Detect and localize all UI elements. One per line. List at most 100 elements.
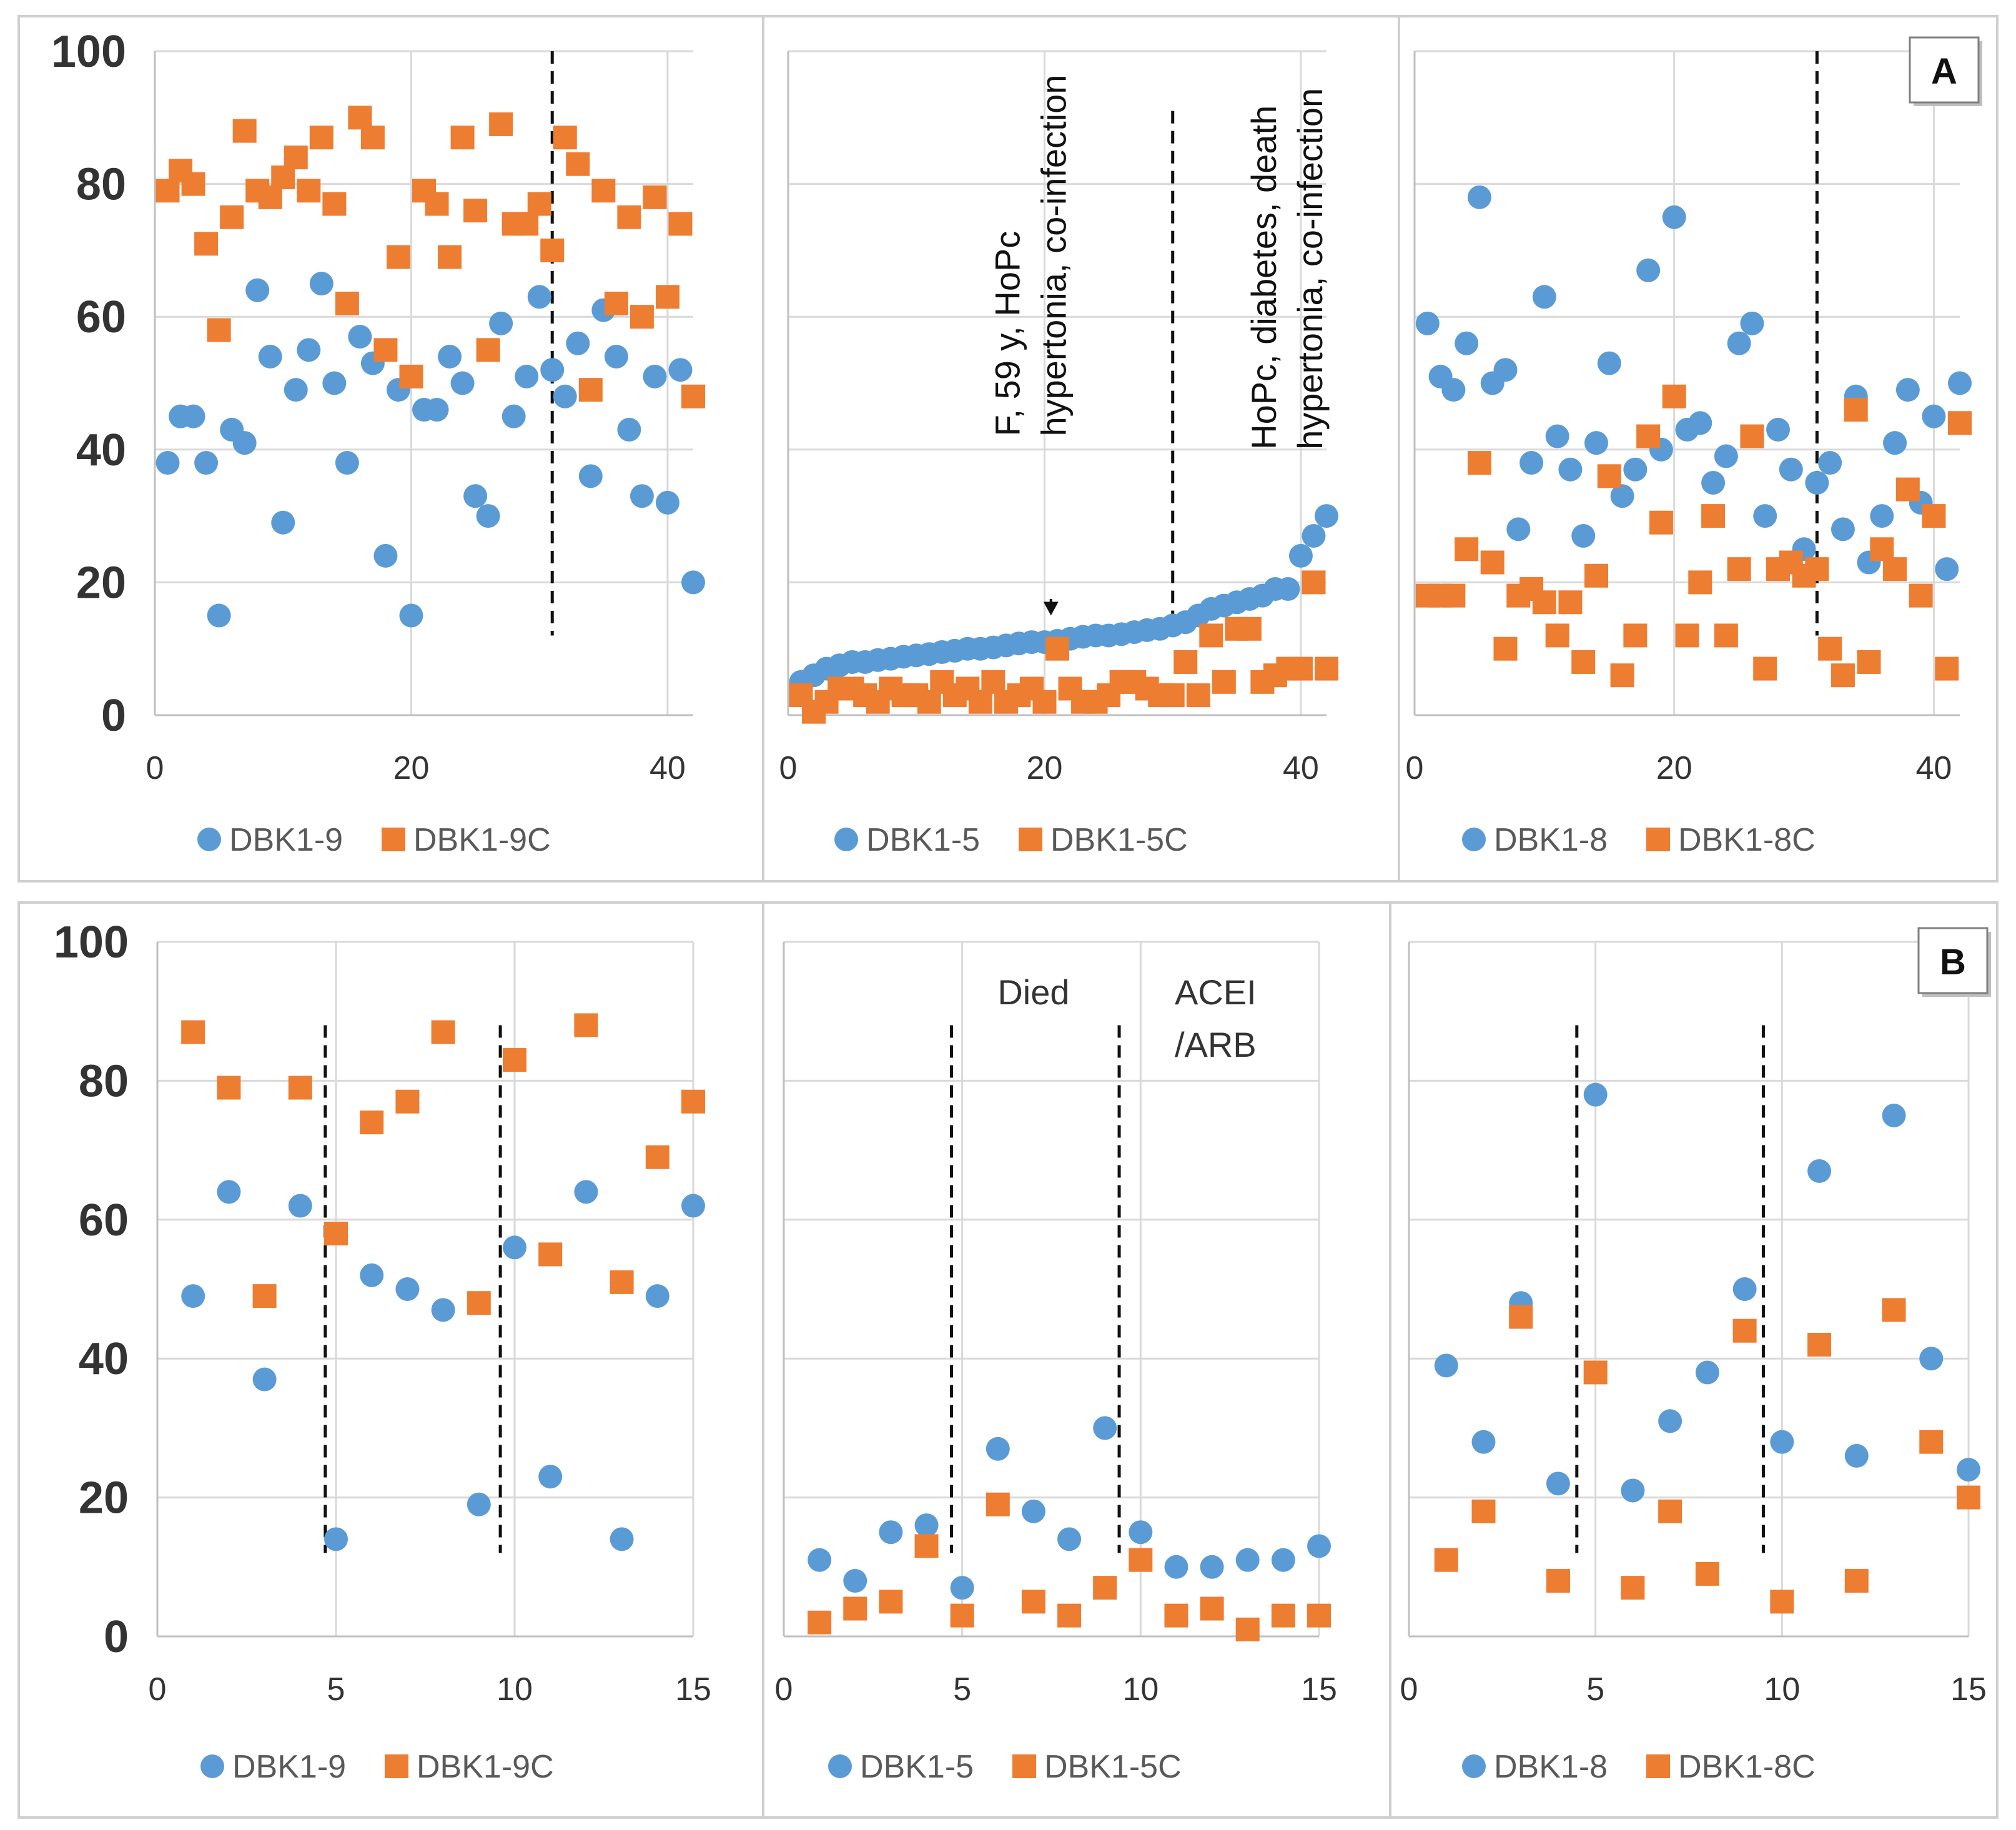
data-point-dbk1-8 bbox=[1870, 504, 1894, 528]
data-point-dbk1-8 bbox=[1688, 411, 1712, 435]
legend-marker-circle bbox=[1462, 828, 1486, 851]
data-point-dbk1-5c bbox=[1057, 1603, 1082, 1628]
chart-panel-b2: 0 5 10 15 Died ACEI/ARB DBK1-5 DBK1-5C bbox=[775, 941, 1337, 1785]
data-point-dbk1-8 bbox=[1957, 1458, 1980, 1482]
data-point-dbk1-8c bbox=[1805, 557, 1829, 581]
data-point-dbk1-8 bbox=[1658, 1409, 1682, 1433]
data-point-dbk1-8c bbox=[1695, 1561, 1719, 1586]
data-point-dbk1-9 bbox=[373, 543, 398, 568]
data-point-dbk1-9 bbox=[538, 1465, 563, 1489]
data-point-dbk1-9 bbox=[194, 451, 219, 475]
data-point-dbk1-9 bbox=[324, 1527, 348, 1551]
data-point-dbk1-5c bbox=[1237, 616, 1262, 641]
x-tick-label: 5 bbox=[327, 1671, 345, 1708]
data-point-dbk1-8 bbox=[1519, 451, 1544, 475]
data-point-dbk1-9c bbox=[373, 338, 398, 362]
data-point-dbk1-8c bbox=[1493, 636, 1518, 661]
y-tick-label: 0 bbox=[104, 1612, 129, 1662]
data-point-dbk1-8c bbox=[1807, 1332, 1832, 1357]
data-point-dbk1-9 bbox=[156, 451, 180, 475]
y-tick-label: 0 bbox=[101, 691, 126, 741]
data-point-dbk1-9c bbox=[431, 1020, 455, 1044]
data-point-dbk1-9c bbox=[395, 1089, 420, 1114]
data-point-dbk1-5c bbox=[1271, 1603, 1295, 1628]
data-point-dbk1-8 bbox=[1922, 404, 1946, 428]
data-point-dbk1-9 bbox=[574, 1180, 598, 1204]
data-point-dbk1-8c bbox=[1919, 1430, 1944, 1454]
data-point-dbk1-9 bbox=[258, 344, 282, 368]
data-point-dbk1-9 bbox=[553, 384, 577, 408]
data-point-dbk1-8 bbox=[1545, 424, 1569, 448]
data-point-dbk1-9c bbox=[360, 1110, 384, 1135]
data-point-dbk1-9c bbox=[566, 152, 590, 176]
data-point-dbk1-9c bbox=[553, 126, 577, 150]
panel-label-box bbox=[1917, 927, 1989, 994]
data-point-dbk1-5c bbox=[1129, 1548, 1153, 1572]
y-tick-label: 40 bbox=[79, 1334, 129, 1384]
data-point-dbk1-8 bbox=[1441, 378, 1466, 402]
data-point-dbk1-9c bbox=[438, 245, 462, 269]
data-point-dbk1-8 bbox=[1807, 1159, 1832, 1183]
data-point-dbk1-5 bbox=[879, 1520, 903, 1545]
data-point-dbk1-5 bbox=[1288, 543, 1313, 568]
data-point-dbk1-9 bbox=[284, 378, 308, 402]
legend-marker-square bbox=[1646, 828, 1670, 851]
data-point-dbk1-8 bbox=[1455, 331, 1479, 355]
data-point-dbk1-8 bbox=[1753, 504, 1777, 528]
data-point-dbk1-9c bbox=[232, 119, 257, 143]
data-point-dbk1-8c bbox=[1675, 623, 1699, 648]
data-point-dbk1-9c bbox=[258, 185, 282, 209]
data-point-dbk1-9c bbox=[463, 199, 488, 223]
data-point-dbk1-9c bbox=[288, 1076, 312, 1100]
legend-marker-square bbox=[1646, 1754, 1670, 1778]
data-point-dbk1-8 bbox=[1415, 311, 1440, 335]
data-point-dbk1-5 bbox=[1307, 1534, 1331, 1558]
data-point-dbk1-5c bbox=[1199, 623, 1223, 648]
x-tick-label: 40 bbox=[1916, 750, 1952, 786]
data-point-dbk1-8c bbox=[1441, 583, 1466, 608]
x-tick-label: 40 bbox=[650, 750, 686, 786]
data-point-dbk1-5 bbox=[1276, 577, 1300, 601]
data-point-dbk1-8 bbox=[1571, 523, 1596, 548]
chart-panel-b1: 0 20 40 60 80 100 0 5 10 15 DBK1-9 DBK1-9C bbox=[54, 917, 711, 1785]
data-point-dbk1-5 bbox=[1235, 1548, 1260, 1572]
data-point-dbk1-9c bbox=[617, 205, 641, 229]
y-tick-label: 20 bbox=[79, 1473, 129, 1523]
data-point-dbk1-9 bbox=[681, 1194, 705, 1218]
data-point-dbk1-5 bbox=[1271, 1548, 1295, 1572]
data-point-dbk1-9 bbox=[309, 272, 334, 296]
data-point-dbk1-8c bbox=[1658, 1499, 1682, 1523]
data-point-dbk1-9c bbox=[335, 291, 359, 315]
data-point-dbk1-8c bbox=[1770, 1590, 1794, 1614]
legend-label: DBK1-5C bbox=[1050, 822, 1188, 858]
data-point-dbk1-9 bbox=[604, 344, 628, 368]
data-point-dbk1-9 bbox=[438, 344, 462, 368]
legend-marker-circle bbox=[834, 828, 858, 851]
data-point-dbk1-8 bbox=[1831, 517, 1855, 542]
data-point-dbk1-5c bbox=[1235, 1617, 1260, 1641]
annotation-text: F, 59 y, HoPc bbox=[988, 231, 1027, 437]
data-point-dbk1-9 bbox=[578, 464, 603, 488]
x-tick-label: 0 bbox=[775, 1671, 793, 1708]
data-point-dbk1-9c bbox=[604, 291, 628, 315]
data-point-dbk1-9c bbox=[643, 185, 667, 209]
data-point-dbk1-9 bbox=[502, 404, 526, 428]
data-point-dbk1-8 bbox=[1779, 457, 1803, 482]
data-point-dbk1-5c bbox=[1302, 570, 1326, 595]
data-point-dbk1-9 bbox=[181, 1284, 205, 1308]
data-point-dbk1-8c bbox=[1753, 656, 1777, 681]
x-tick-label: 0 bbox=[146, 750, 164, 786]
data-point-dbk1-9 bbox=[335, 451, 359, 475]
data-point-dbk1-9c bbox=[681, 384, 705, 408]
data-point-dbk1-9 bbox=[476, 504, 500, 528]
x-tick-label: 10 bbox=[1122, 1671, 1159, 1708]
data-point-dbk1-9 bbox=[297, 338, 321, 362]
data-point-dbk1-8c bbox=[1732, 1318, 1757, 1343]
data-point-dbk1-5c bbox=[917, 690, 941, 714]
data-point-dbk1-8c bbox=[1922, 504, 1946, 528]
data-point-dbk1-5 bbox=[1093, 1416, 1117, 1440]
data-point-dbk1-8c bbox=[1434, 1548, 1458, 1572]
data-point-dbk1-5c bbox=[1093, 1576, 1117, 1600]
data-point-dbk1-8 bbox=[1805, 470, 1829, 495]
